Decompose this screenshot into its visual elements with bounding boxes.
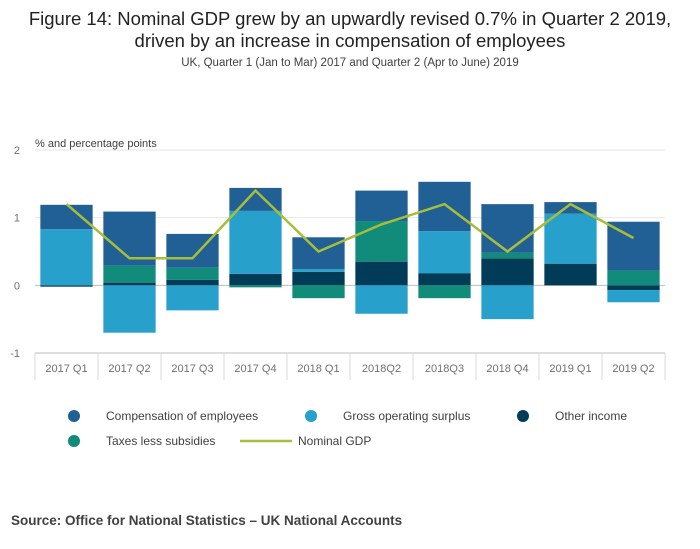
legend-label: Other income (555, 409, 627, 423)
line-series (65, 188, 635, 260)
bar-segment (544, 213, 597, 264)
bar-segment (418, 181, 471, 232)
axes: 2017 Q1 2017 Q2 2017 Q3 2017 Q4 2018 Q1 2018Q… (34, 352, 666, 380)
bar-segment (292, 285, 345, 299)
y-tick-label: 2 (14, 145, 20, 157)
legend: Compensation of employees Gross operating… (68, 409, 627, 448)
legend-label: Gross operating surplus (343, 409, 470, 423)
bar-segment (166, 279, 219, 286)
x-tick-label: 2017 Q2 (108, 363, 150, 375)
legend-swatch (517, 410, 529, 422)
x-tick-label: 2019 Q2 (612, 363, 654, 375)
bar-segment (418, 273, 471, 286)
x-tick-label: 2018Q2 (362, 363, 401, 375)
legend-swatch (305, 410, 317, 422)
bar-segment (418, 231, 471, 274)
bar-segment (229, 285, 282, 288)
bar-segment (481, 252, 534, 259)
bar-segment (103, 285, 156, 333)
bar-segment (355, 221, 408, 262)
x-tick-label: 2017 Q3 (171, 363, 213, 375)
bar-segment (481, 285, 534, 320)
bar-segment (607, 285, 660, 291)
x-tick-label: 2017 Q1 (45, 363, 87, 375)
bar-segment (166, 267, 219, 280)
y-tick-label: 1 (14, 213, 20, 225)
bar-segment (292, 237, 345, 270)
legend-label: Nominal GDP (298, 434, 371, 448)
x-tick-label: 2018Q3 (425, 363, 464, 375)
y-tick-label: 0 (14, 280, 20, 292)
bar-segment (103, 282, 156, 286)
x-tick-label: 2018 Q1 (297, 363, 339, 375)
source-note: Source: Office for National Statistics –… (11, 513, 403, 528)
bar-segment (355, 285, 408, 314)
y-axis-label: % and percentage points (35, 138, 157, 150)
bar-segment (355, 261, 408, 286)
chart-subtitle: UK, Quarter 1 (Jan to Mar) 2017 and Quar… (181, 57, 519, 69)
bar-segment (481, 258, 534, 286)
bar-segment (544, 263, 597, 286)
bar-segment (355, 190, 408, 222)
chart-title: Figure 14: Nominal GDP grew by an upward… (28, 8, 672, 51)
legend-label: Taxes less subsidies (106, 434, 215, 448)
bar-segment (166, 285, 219, 311)
bar-segment (418, 285, 471, 299)
bar-segment (40, 204, 93, 230)
x-tick-label: 2018 Q4 (486, 363, 528, 375)
bar-segment (481, 204, 534, 253)
y-tick-label: -1 (10, 348, 20, 360)
bar-segment (229, 273, 282, 286)
x-tick-label: 2017 Q4 (234, 363, 276, 375)
line-nominal-gdp (65, 188, 635, 260)
bar-segment (292, 271, 345, 286)
bar-segment (40, 229, 93, 286)
legend-label: Compensation of employees (106, 409, 258, 423)
x-tick-label: 2019 Q1 (549, 363, 591, 375)
bar-segment (607, 270, 660, 286)
bar-segment (229, 210, 282, 274)
bar-segment (607, 290, 660, 303)
legend-swatch (68, 435, 80, 447)
bar-segment (40, 285, 93, 287)
bar-segment (544, 202, 597, 214)
bar-segment (292, 269, 345, 272)
bars (40, 181, 660, 333)
bar-segment (103, 265, 156, 283)
legend-swatch (68, 410, 80, 422)
